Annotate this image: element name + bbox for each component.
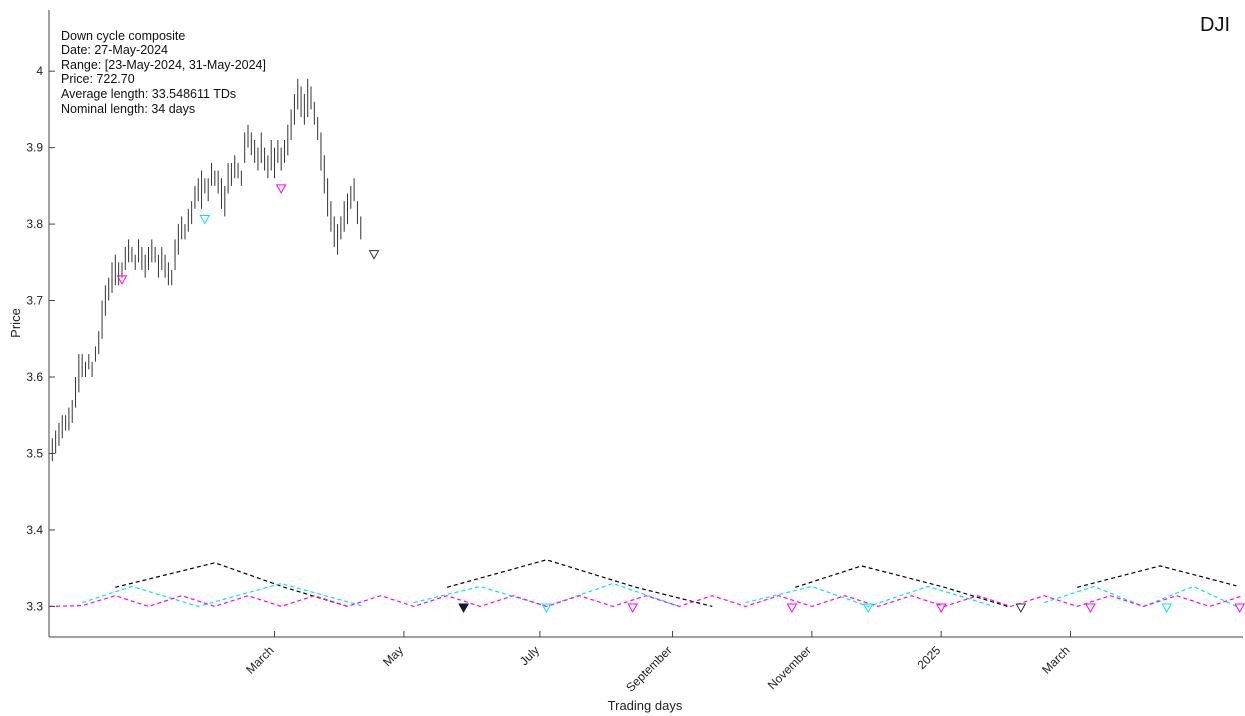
cycle-marker [786, 603, 798, 613]
cycle-marker [862, 603, 874, 613]
y-tick-label: 3.9 [26, 141, 43, 155]
price-bars [51, 78, 362, 462]
cycle-marker [275, 184, 287, 194]
cycle-line [1043, 585, 1237, 608]
cycle-marker [935, 603, 947, 613]
cycle-line [82, 582, 365, 608]
cycle-line [115, 562, 348, 607]
cycle-marker [627, 603, 639, 613]
info-line: Average length: 33.548611 TDs [61, 87, 236, 101]
y-tick-label: 3.7 [26, 294, 43, 308]
x-tick-label: November [765, 643, 814, 692]
cycle-line [1077, 565, 1237, 588]
y-tick-label: 3.3 [26, 599, 43, 613]
x-tick-label: 2025 [915, 643, 944, 672]
cycle-line [795, 565, 1008, 607]
cycle-line [48, 595, 1244, 608]
cycle-lines [48, 559, 1244, 608]
cycle-line [446, 559, 713, 607]
y-axis-ticks: 3.3 3.4 3.5 3.6 3.7 3.8 3.9 4 [26, 64, 55, 613]
y-tick-label: 3.4 [26, 523, 43, 537]
x-axis-ticks: March May July September November 2025 March [243, 631, 1073, 695]
info-line: Price: 722.70 [61, 72, 135, 86]
y-axis-label: Price [8, 308, 23, 338]
cycle-line [745, 585, 995, 608]
cycle-marker [1161, 603, 1173, 613]
x-tick-label: September [623, 643, 674, 694]
cycle-marker [199, 215, 211, 225]
y-tick-label: 3.8 [26, 217, 43, 231]
x-axis-label: Trading days [608, 698, 683, 713]
cycle-marker [116, 275, 128, 285]
cycle-marker [458, 603, 469, 613]
y-tick-label: 3.6 [26, 370, 43, 384]
x-tick-label: July [517, 643, 542, 668]
cycle-marker [368, 250, 380, 260]
x-tick-label: March [243, 643, 276, 676]
info-box: Down cycle composite Date: 27-May-2024 R… [61, 29, 266, 116]
cycle-marker [1015, 603, 1027, 613]
symbol-label: DJI [1200, 14, 1230, 36]
cycle-line [413, 582, 680, 608]
info-line: Down cycle composite [61, 29, 185, 43]
info-line: Nominal length: 34 days [61, 102, 195, 116]
cycle-markers [116, 184, 1245, 613]
x-tick-label: May [380, 643, 406, 669]
info-line: Date: 27-May-2024 [61, 43, 168, 57]
cycle-marker [1085, 603, 1096, 613]
x-tick-label: March [1039, 643, 1072, 676]
info-line: Range: [23-May-2024, 31-May-2024] [61, 58, 266, 72]
cycle-marker [1234, 603, 1245, 613]
cycle-marker [541, 603, 552, 613]
y-tick-label: 3.5 [26, 446, 43, 460]
axes [48, 10, 1243, 638]
y-tick-label: 4 [36, 64, 43, 78]
